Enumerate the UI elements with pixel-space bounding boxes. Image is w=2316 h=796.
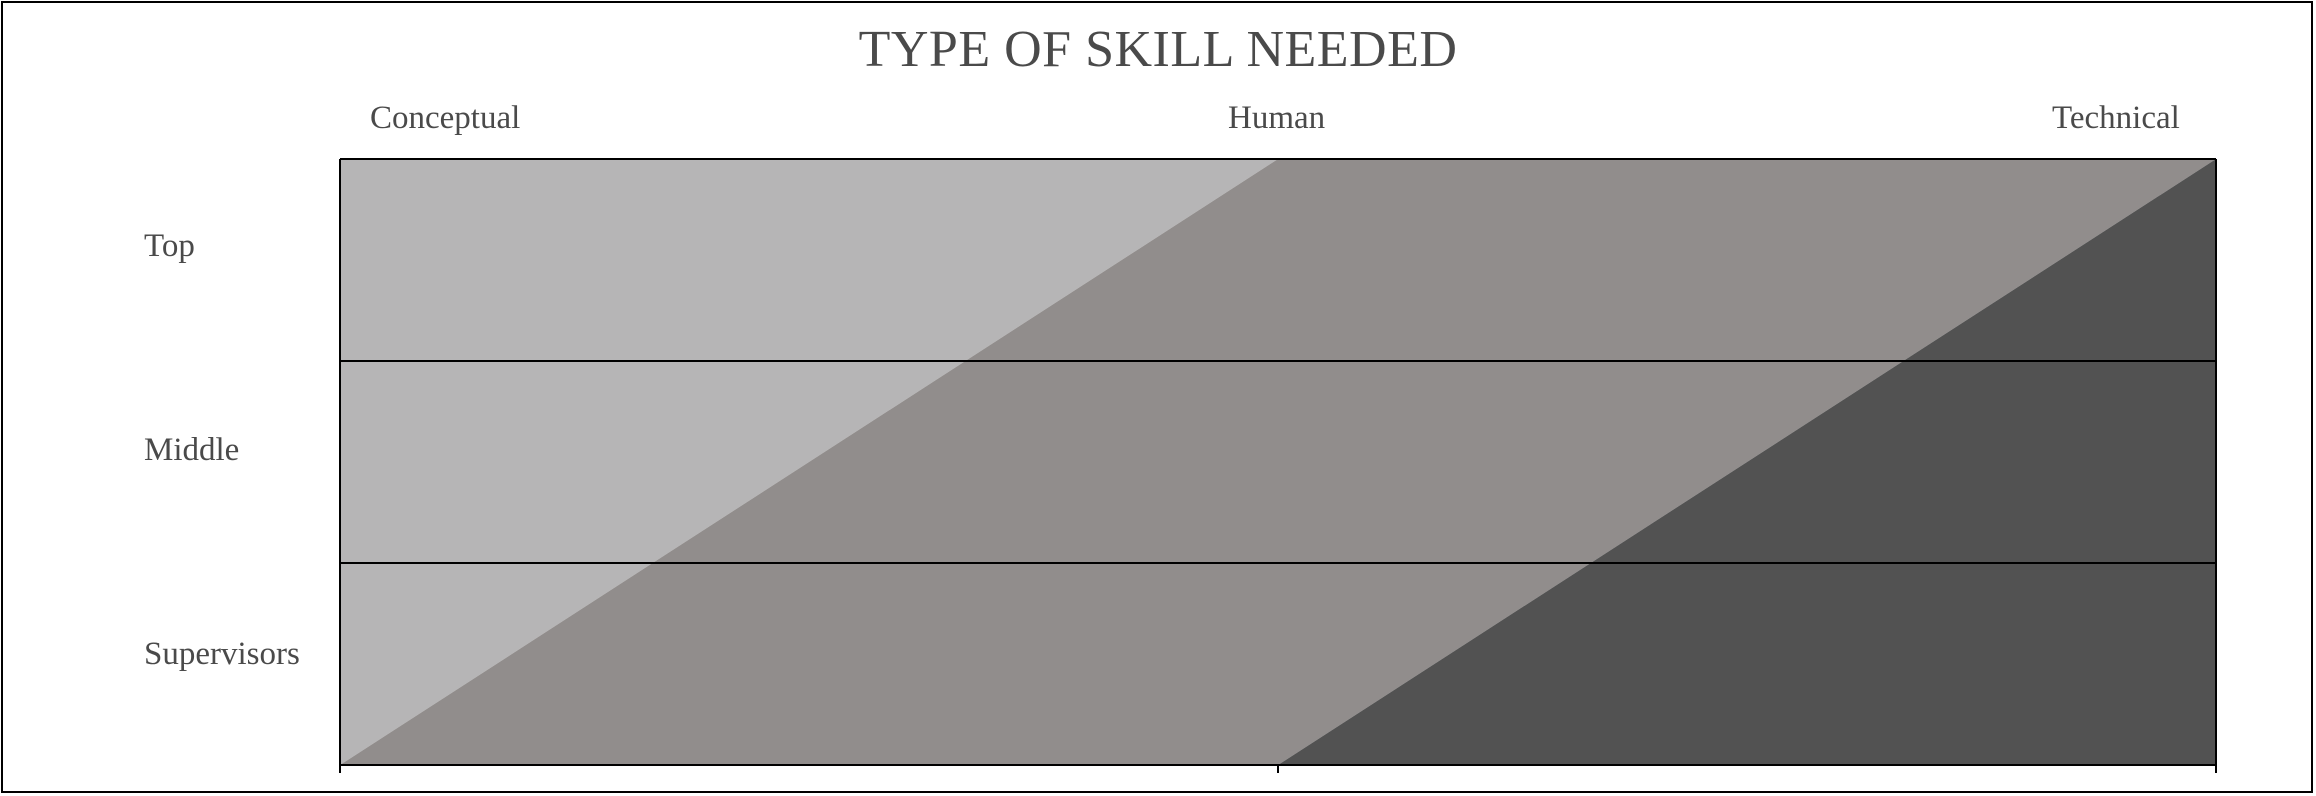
diagram-title: TYPE OF SKILL NEEDED [858,21,1458,78]
column-label-conceptual: Conceptual [370,100,521,136]
band-technical [1278,159,2216,765]
band-human [340,159,2216,765]
row-label-middle: Middle [144,432,240,468]
column-label-human: Human [1228,100,1326,136]
column-label-technical: Technical [2052,100,2180,136]
row-label-supervisors: Supervisors [144,636,300,672]
row-label-top: Top [144,228,195,264]
